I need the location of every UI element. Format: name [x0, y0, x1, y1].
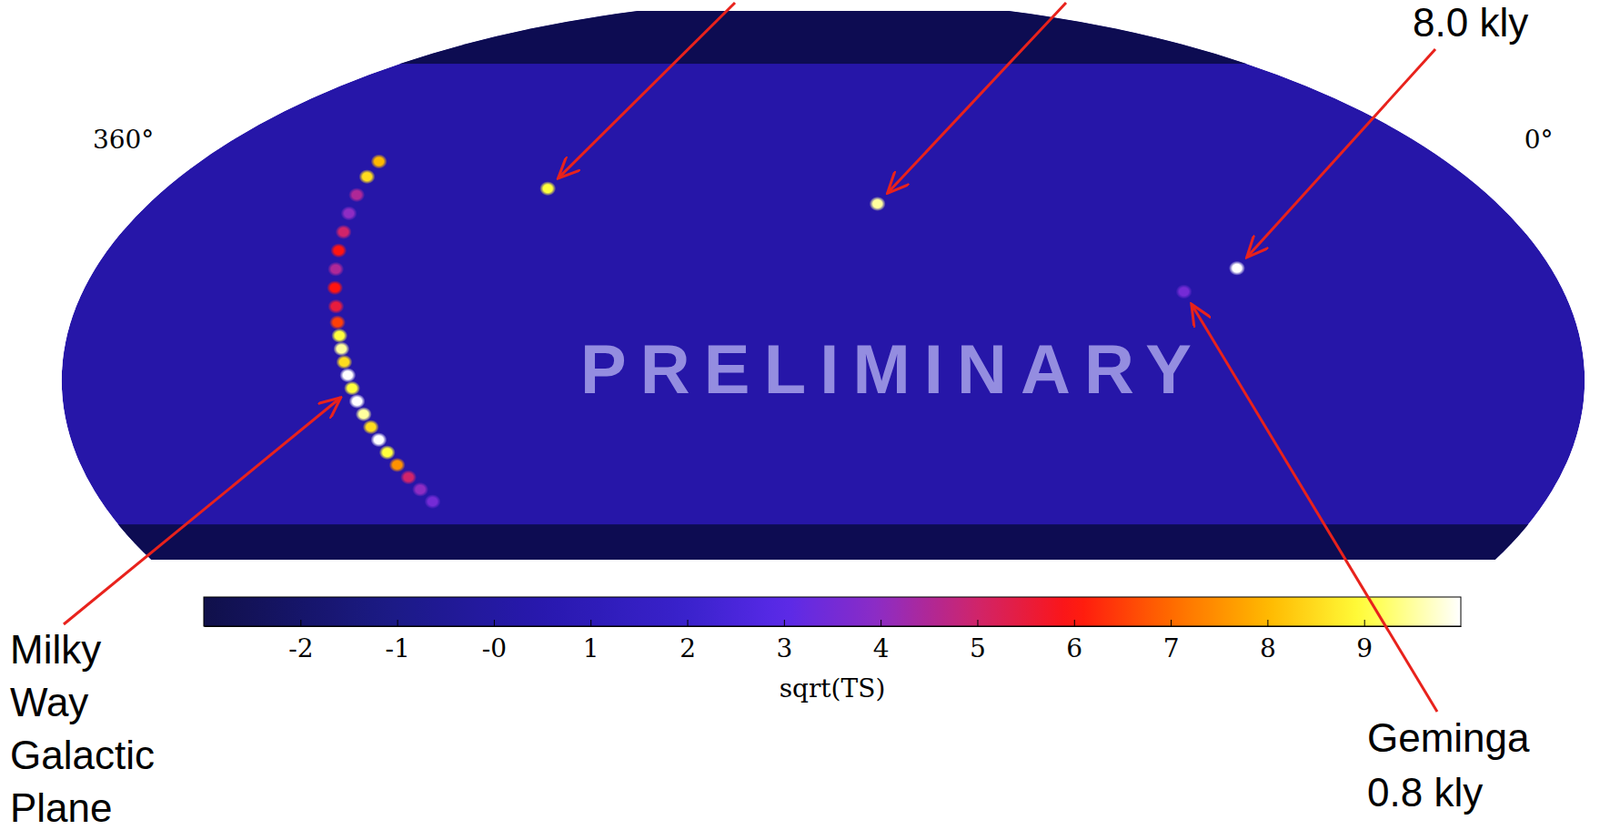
source	[355, 406, 373, 422]
source	[400, 469, 417, 484]
source	[335, 224, 353, 240]
source	[389, 457, 406, 473]
source	[332, 341, 350, 356]
annotations: Milky Way Galactic Plane Geminga 0.8 kly 8.0 k…	[10, 0, 1530, 830]
colorbar-tick-mark	[1267, 619, 1268, 626]
colorbar-tick-mark	[687, 619, 689, 626]
colorbar-tick-label: 1	[583, 633, 600, 664]
colorbar-tick-mark	[976, 619, 978, 626]
annotation-line: Plane	[10, 784, 113, 830]
source	[424, 493, 442, 509]
sources	[326, 153, 1246, 509]
annotation-line: 8.0 kly	[1412, 0, 1529, 45]
colorbar-tick-mark	[1074, 619, 1076, 626]
map-crop	[0, 10, 1600, 560]
colorbar-tick-label: 4	[873, 633, 890, 664]
colorbar-tick-label: 3	[775, 633, 793, 664]
colorbar-tick-mark	[880, 619, 882, 626]
colorbar-tick-label: 2	[679, 633, 696, 664]
colorbar-tick-label: 9	[1356, 633, 1373, 664]
source	[379, 444, 396, 460]
colorbar-tick: 8	[1259, 619, 1277, 664]
source	[349, 393, 366, 409]
colorbar-tick-mark	[784, 619, 785, 626]
source	[412, 482, 429, 497]
arrow	[63, 397, 342, 624]
source	[339, 367, 356, 383]
source	[359, 169, 376, 184]
source	[329, 314, 346, 330]
annotation: Milky Way Galactic Plane	[10, 626, 155, 830]
colorbar-tick-mark	[397, 619, 399, 626]
colorbar-tick-mark	[300, 619, 302, 626]
source	[331, 328, 348, 343]
watermark: PRELIMINARY	[580, 330, 1192, 408]
x-tick-label: 0°	[1524, 124, 1554, 155]
arrow	[558, 2, 735, 179]
colorbar-tick: 9	[1356, 619, 1373, 664]
colorbar-tick-label: 5	[969, 633, 987, 664]
colorbar-tick-mark	[590, 619, 592, 626]
colorbar-tick: 4	[873, 619, 890, 664]
annotation-line: Milky	[10, 626, 101, 672]
arrow	[1191, 303, 1438, 712]
x-tick-label: 360°	[92, 124, 154, 155]
colorbar-tick-mark	[1364, 619, 1366, 626]
source	[371, 153, 388, 169]
colorbar-tick-label: 6	[1066, 633, 1083, 664]
colorbar-tick-label: 8	[1259, 633, 1277, 664]
annotation-line: 0.8 kly	[1367, 769, 1483, 815]
colorbar-axis-line	[204, 625, 1462, 627]
colorbar-tick: 7	[1163, 619, 1180, 664]
colorbar-tick-label: -1	[384, 633, 410, 664]
arrows	[63, 2, 1438, 712]
annotation-line: Way	[10, 679, 89, 725]
source	[869, 196, 886, 212]
colorbar-tick: -1	[384, 619, 410, 664]
colorbar-tick: 5	[969, 619, 987, 664]
annotation: Geminga 0.8 kly	[1367, 714, 1530, 815]
map-area	[0, 10, 1600, 560]
source	[343, 381, 361, 396]
source	[370, 432, 387, 447]
sky-background	[61, 10, 1585, 560]
out-of-range-bottom	[0, 523, 1600, 560]
colorbar-tick: -0	[482, 619, 507, 664]
out-of-range-top	[0, 10, 1600, 64]
colorbar-tick-mark	[493, 619, 495, 626]
colorbar-tick-label: -0	[482, 633, 507, 664]
source	[335, 354, 353, 370]
source	[326, 280, 343, 295]
colorbar-tick-label: 7	[1163, 633, 1180, 664]
source	[330, 242, 347, 258]
colorbar-tick: 3	[775, 619, 793, 664]
source	[327, 299, 344, 314]
colorbar-bar	[203, 596, 1461, 626]
arrow	[1247, 49, 1436, 258]
colorbar-tick-mark	[1170, 619, 1172, 626]
colorbar: -2 -1 -0 1 2 3 4 5 6 7 8 9 sqrt(TS)	[203, 596, 1462, 704]
colorbar-label: sqrt(TS)	[779, 673, 886, 704]
source	[1228, 261, 1246, 276]
colorbar-tick: 6	[1066, 619, 1083, 664]
annotation: 8.0 kly	[1412, 0, 1529, 45]
source	[362, 419, 380, 434]
annotation-line: Galactic	[10, 732, 155, 777]
colorbar-axis: -2 -1 -0 1 2 3 4 5 6 7 8 9	[204, 619, 1462, 664]
source	[341, 205, 358, 221]
annotation-line: Geminga	[1367, 714, 1530, 760]
sky-map-figure: PRELIMINARY 360° 0° -2 -1 -0 1 2 3 4 5 6 7 8 9 sqrt(TS)…	[0, 0, 1600, 840]
source	[539, 181, 556, 196]
colorbar-tick-label: -2	[288, 633, 313, 664]
arrow	[887, 2, 1067, 193]
source	[327, 261, 344, 277]
colorbar-tick: 2	[679, 619, 696, 664]
source	[1176, 283, 1193, 299]
source	[348, 187, 365, 202]
colorbar-tick: -2	[288, 619, 313, 664]
colorbar-tick: 1	[583, 619, 600, 664]
